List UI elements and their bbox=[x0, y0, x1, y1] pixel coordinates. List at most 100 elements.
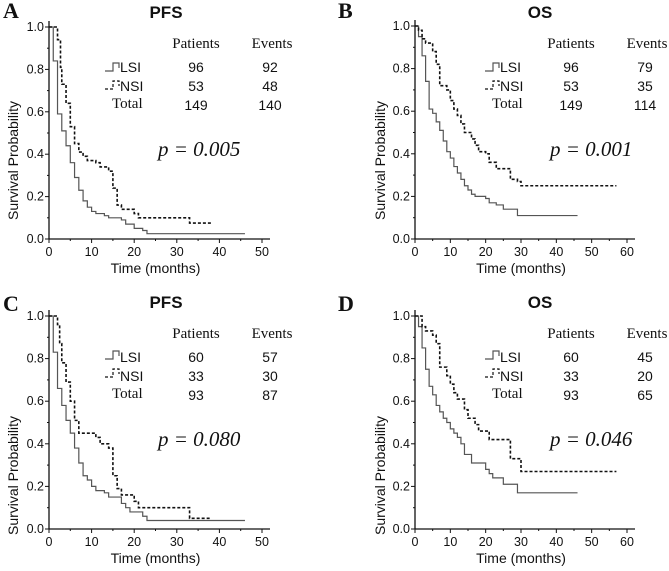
x-tick-label: 30 bbox=[514, 245, 528, 259]
table-row-label: Total bbox=[112, 386, 143, 402]
x-tick-label: 50 bbox=[585, 535, 599, 549]
x-tick-label: 10 bbox=[443, 245, 457, 259]
y-tick-label: 0.8 bbox=[27, 352, 44, 366]
y-tick-label: 0.4 bbox=[393, 147, 410, 161]
y-tick-label: 0.4 bbox=[27, 437, 44, 451]
y-axis-label: Survival Probability bbox=[372, 100, 388, 220]
y-tick-label: 0.2 bbox=[27, 190, 44, 204]
panel-title: PFS bbox=[149, 3, 183, 22]
km-plot: 0.0 0.2 0.4 0.6 0.8 1.0 0 10 20 30 40 50 bbox=[27, 309, 270, 549]
panel-title: OS bbox=[527, 293, 553, 312]
x-tick-label: 50 bbox=[255, 245, 269, 259]
y-tick-label: 0.6 bbox=[393, 104, 410, 118]
km-curve-nsi bbox=[49, 315, 211, 520]
p-value: p = 0.005 bbox=[158, 137, 241, 161]
legend-symbol-nsi bbox=[485, 368, 500, 378]
table-cell-events: 57 bbox=[262, 349, 278, 365]
y-tick-label: 0.6 bbox=[27, 105, 44, 119]
table-row-label: NSI bbox=[500, 368, 524, 384]
x-axis-label: Time (months) bbox=[110, 550, 201, 566]
x-tick-label: 30 bbox=[514, 535, 528, 549]
y-tick-label: 0.0 bbox=[27, 232, 44, 246]
table-row-label: Total bbox=[112, 96, 143, 112]
table-header-events: Events bbox=[251, 36, 293, 52]
y-tick-label: 0.2 bbox=[393, 189, 410, 203]
x-axis-label: Time (months) bbox=[110, 260, 201, 276]
km-plot: 0.0 0.2 0.4 0.6 0.8 1.0 0 10 20 30 40 50 60 bbox=[393, 309, 635, 549]
table-row-label: LSI bbox=[500, 59, 522, 75]
x-tick-label: 20 bbox=[479, 245, 493, 259]
table-cell-events: 48 bbox=[262, 78, 278, 94]
table-cell-events: 65 bbox=[637, 387, 653, 403]
x-tick-label: 30 bbox=[170, 535, 184, 549]
x-tick-label: 40 bbox=[549, 535, 563, 549]
y-tick-label: 1.0 bbox=[393, 19, 410, 33]
x-tick-label: 10 bbox=[443, 535, 457, 549]
table-cell-patients: 60 bbox=[188, 349, 204, 365]
p-value: p = 0.001 bbox=[550, 137, 633, 161]
table-row-label: NSI bbox=[500, 78, 524, 94]
x-tick-label: 20 bbox=[127, 245, 141, 259]
x-tick-label: 0 bbox=[46, 535, 53, 549]
km-plot: 0.0 0.2 0.4 0.6 0.8 1.0 0 10 20 30 40 50 bbox=[27, 20, 270, 259]
panel-letter: C bbox=[3, 291, 19, 316]
x-tick-label: 50 bbox=[255, 535, 269, 549]
table-cell-patients: 93 bbox=[563, 387, 579, 403]
x-axis-label: Time (months) bbox=[476, 550, 566, 566]
table-row-label: Total bbox=[492, 96, 523, 112]
legend-symbol-lsi bbox=[485, 350, 500, 360]
km-panel-d: 0.0 0.2 0.4 0.6 0.8 1.0 0 10 20 30 40 50 60 D OS Patien… bbox=[335, 285, 669, 571]
y-tick-label: 0.4 bbox=[393, 437, 410, 451]
x-tick-label: 50 bbox=[585, 245, 599, 259]
table-header-events: Events bbox=[251, 326, 293, 342]
table-header-patients: Patients bbox=[172, 36, 220, 52]
km-curve-nsi bbox=[415, 315, 617, 473]
y-tick-label: 0.8 bbox=[393, 62, 410, 76]
table-cell-events: 114 bbox=[633, 97, 657, 113]
km-curve-nsi bbox=[415, 25, 617, 187]
table-cell-events: 35 bbox=[637, 78, 653, 94]
legend-symbol-nsi bbox=[105, 368, 120, 378]
y-axis-label: Survival Probability bbox=[5, 415, 21, 535]
table-cell-events: 45 bbox=[637, 349, 653, 365]
table-cell-events: 87 bbox=[262, 387, 278, 403]
table-header-patients: Patients bbox=[172, 326, 220, 342]
table-cell-events: 92 bbox=[262, 59, 278, 75]
km-plot: 0.0 0.2 0.4 0.6 0.8 1.0 0 10 20 30 40 50 60 bbox=[393, 19, 635, 259]
x-tick-label: 40 bbox=[549, 245, 563, 259]
table-row-label: LSI bbox=[120, 349, 142, 365]
table-header-patients: Patients bbox=[547, 326, 595, 342]
table-row-label: NSI bbox=[120, 78, 144, 94]
y-tick-label: 0.0 bbox=[393, 522, 410, 536]
x-tick-label: 60 bbox=[620, 535, 634, 549]
km-panel-c: 0.0 0.2 0.4 0.6 0.8 1.0 0 10 20 30 40 50 C PFS Patient… bbox=[0, 285, 335, 571]
legend-symbol-lsi bbox=[105, 62, 120, 72]
y-tick-label: 1.0 bbox=[27, 309, 44, 323]
legend-symbol-lsi bbox=[105, 350, 120, 360]
table-cell-patients: 53 bbox=[563, 78, 579, 94]
table-cell-patients: 60 bbox=[563, 349, 579, 365]
km-curve-lsi bbox=[415, 25, 578, 217]
x-tick-label: 40 bbox=[212, 535, 226, 549]
y-axis-label: Survival Probability bbox=[5, 100, 21, 220]
table-cell-patients: 93 bbox=[188, 387, 204, 403]
y-tick-label: 1.0 bbox=[27, 20, 44, 34]
y-tick-label: 0.2 bbox=[27, 479, 44, 493]
y-tick-label: 0.2 bbox=[393, 479, 410, 493]
p-value: p = 0.046 bbox=[550, 427, 633, 451]
table-cell-events: 140 bbox=[258, 97, 282, 113]
legend-symbol-nsi bbox=[485, 80, 500, 90]
x-tick-label: 0 bbox=[412, 245, 419, 259]
y-tick-label: 0.6 bbox=[393, 394, 410, 408]
table-cell-events: 20 bbox=[637, 368, 653, 384]
table-row-label: Total bbox=[492, 386, 523, 402]
table-cell-patients: 53 bbox=[188, 78, 204, 94]
table-cell-events: 30 bbox=[262, 368, 278, 384]
x-tick-label: 10 bbox=[85, 245, 99, 259]
y-tick-label: 0.6 bbox=[27, 394, 44, 408]
y-tick-label: 0.8 bbox=[27, 62, 44, 76]
table-cell-events: 79 bbox=[637, 59, 653, 75]
table-row-label: NSI bbox=[120, 368, 144, 384]
table-cell-patients: 149 bbox=[559, 97, 583, 113]
